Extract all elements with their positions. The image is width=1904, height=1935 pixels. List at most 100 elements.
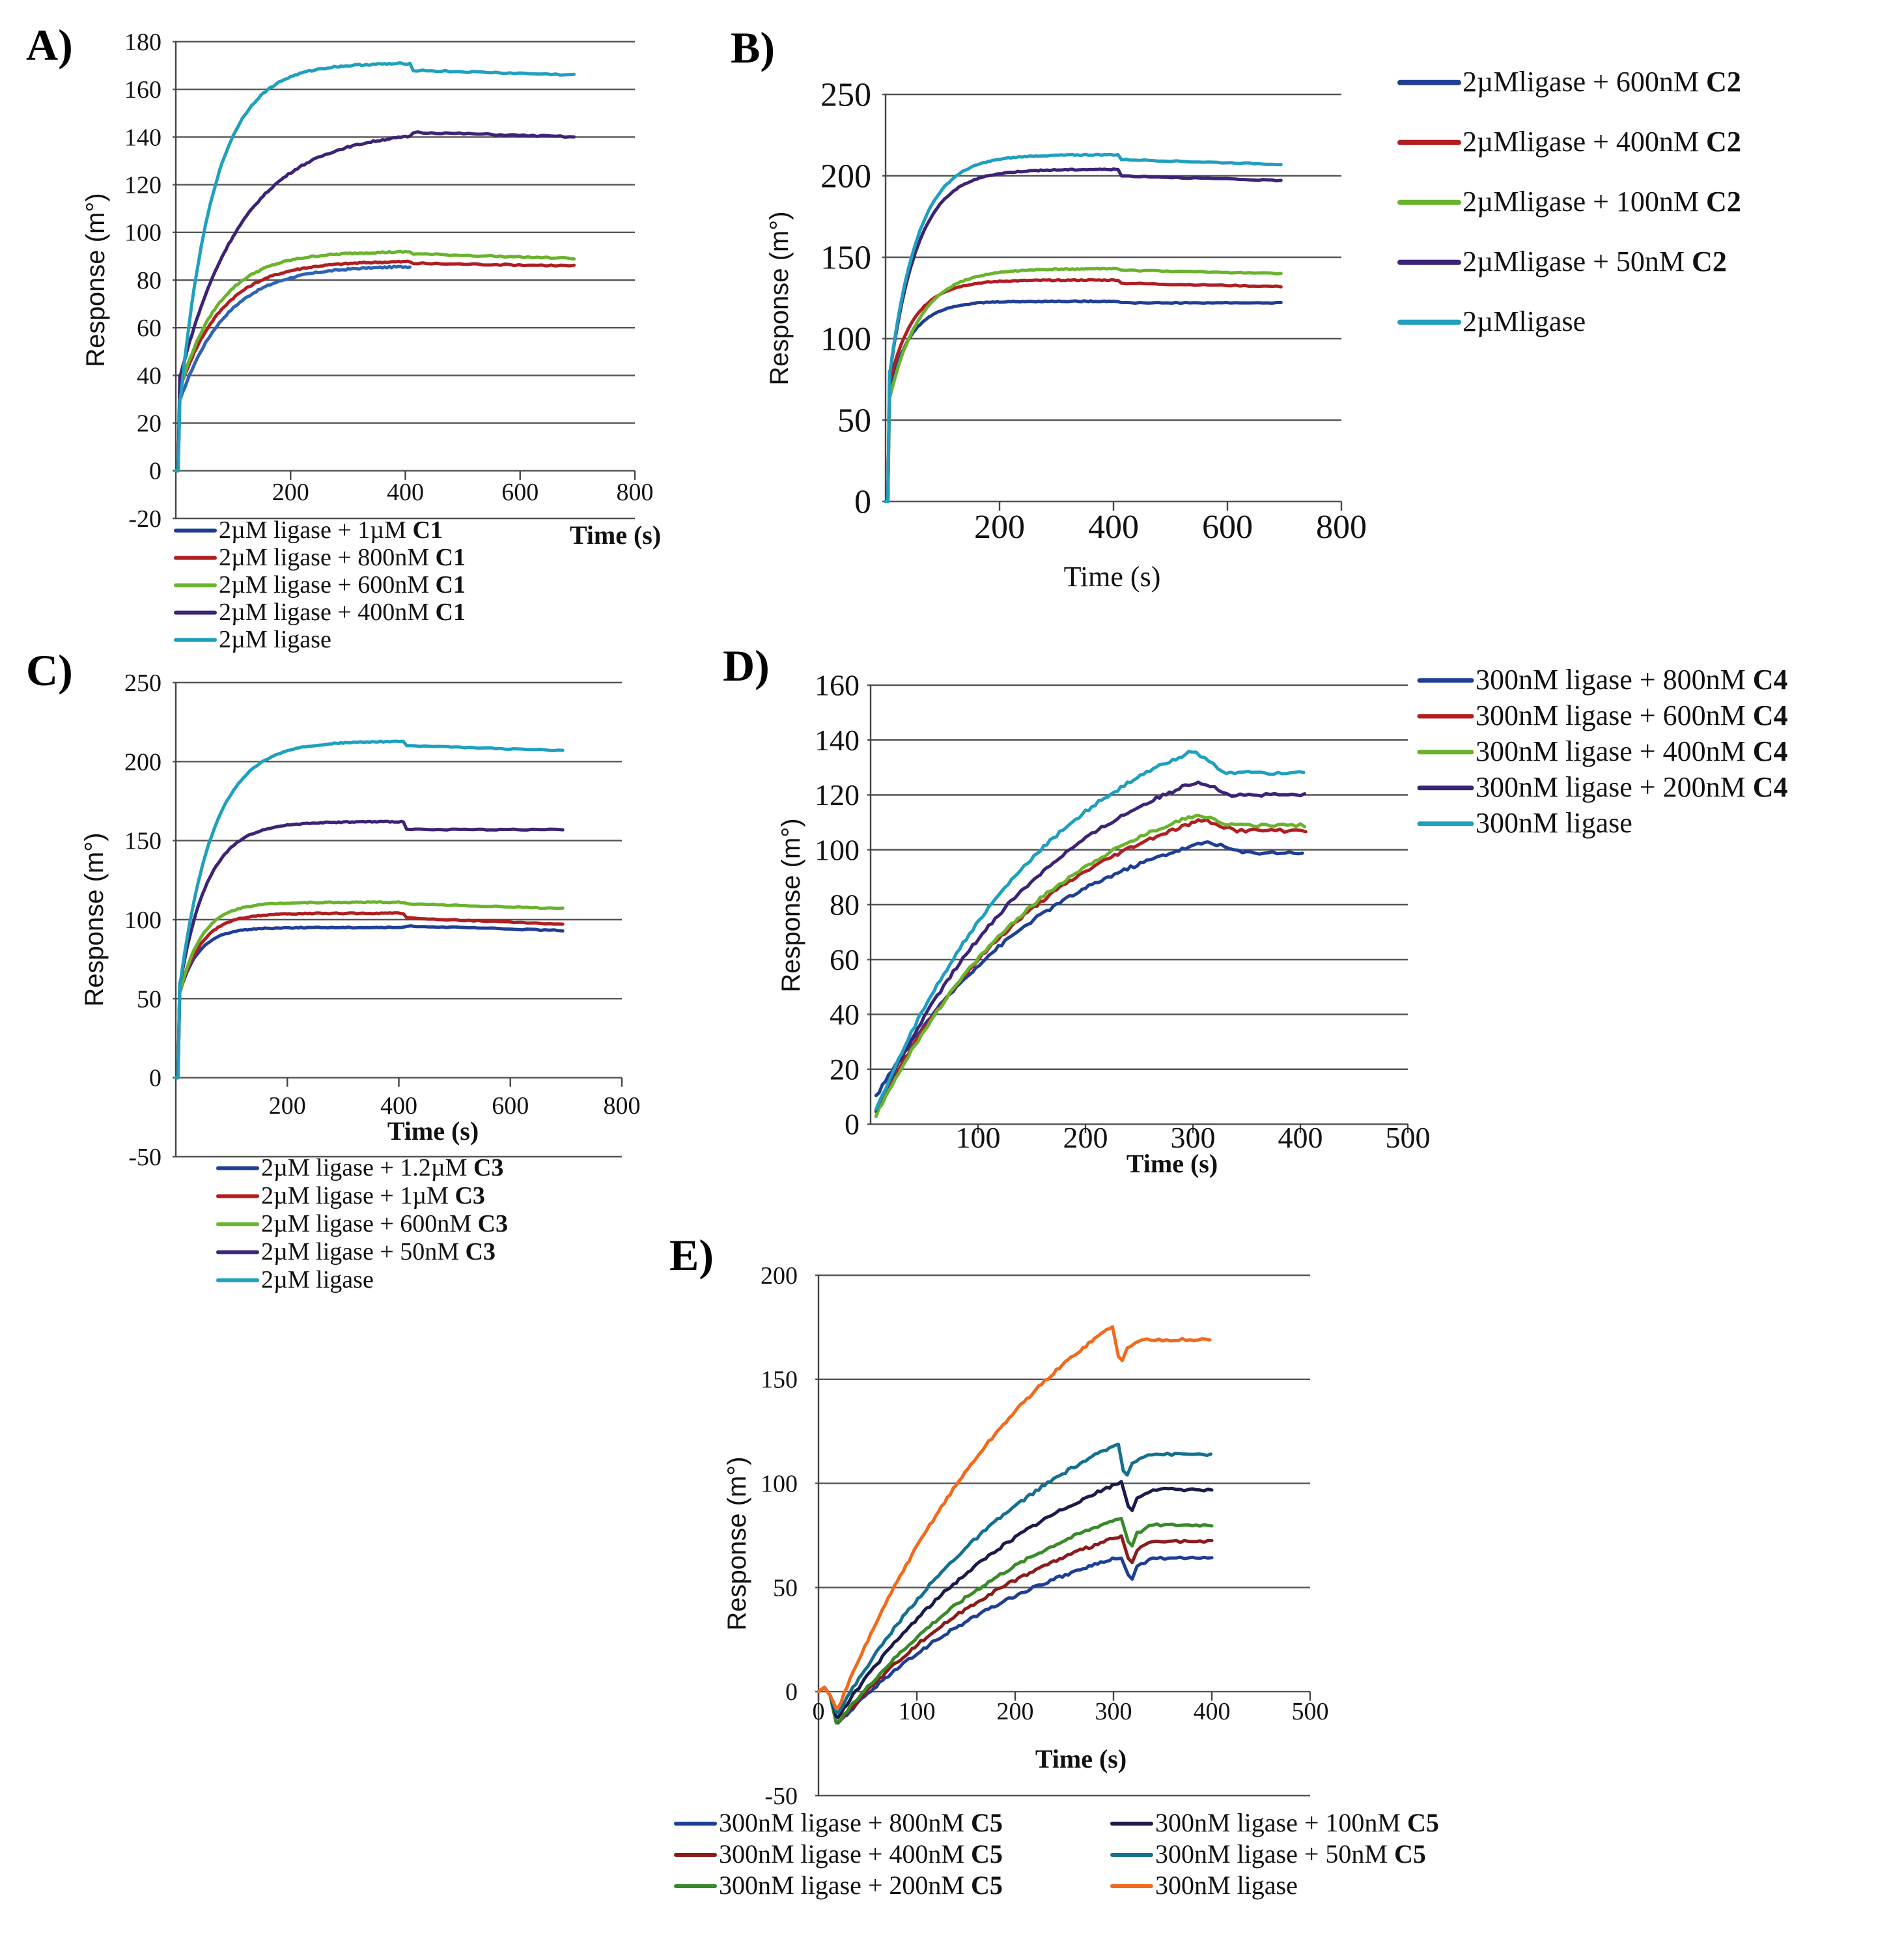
y-tick-label: 150 (761, 1366, 798, 1394)
legend-compound: C5 (971, 1808, 1003, 1837)
x-tick-label: 200 (997, 1698, 1034, 1725)
legend-compound: C4 (1753, 664, 1788, 696)
y-tick-label: 200 (124, 748, 161, 776)
y-tick-label: 250 (124, 670, 161, 697)
series-line (817, 1480, 1214, 1719)
y-tick-label: 0 (854, 484, 871, 521)
legend-item: 300nM ligase + 100nM C5 (1110, 1808, 1439, 1837)
series-line (174, 924, 565, 1080)
y-tick-label: 50 (837, 403, 871, 440)
y-tick-label: 40 (137, 362, 161, 389)
panel-b: B) 0 50 100 150 200 250 200 400 600 800 Time (s) Res… (731, 23, 1741, 593)
y-tick-label: 100 (124, 907, 161, 934)
legend-item: 2µM ligase + 600nM C1 (174, 571, 466, 599)
legend-compound: C5 (1394, 1839, 1426, 1869)
legend-item: 2µM ligase + 1.2µM C3 (216, 1154, 503, 1181)
x-tick-label: 400 (1194, 1698, 1231, 1725)
legend-label: 300nM ligase (1155, 1871, 1298, 1900)
x-axis-label: Time (s) (1064, 561, 1161, 593)
legend-label: 300nM ligase + 600nM C4 (1476, 699, 1787, 731)
legend-compound: C3 (478, 1210, 508, 1237)
x-tick-label: 200 (269, 1092, 306, 1120)
legend-compound: C2 (1692, 246, 1727, 277)
legend-item: 300nM ligase (1417, 807, 1632, 839)
series-line (174, 259, 576, 473)
legend-label-text: 2µM ligase + 50nM (261, 1238, 466, 1265)
y-tick-label: 0 (845, 1108, 860, 1141)
y-axis-label: Response (m°) (777, 818, 805, 992)
legend-label-text: 300nM ligase + 800nM (1476, 664, 1753, 696)
series-line (174, 61, 576, 473)
legend-label: 300nM ligase (1476, 807, 1632, 839)
legend-compound: C3 (455, 1182, 484, 1209)
legend-item: 300nM ligase (1110, 1871, 1298, 1900)
x-tick-label: 600 (1202, 509, 1253, 546)
legend-item: 2µM ligase + 1µM C1 (174, 516, 443, 544)
y-tick-label: 100 (815, 833, 860, 866)
x-axis-label: Time (s) (387, 1116, 479, 1146)
y-tick-label: 150 (820, 240, 871, 277)
x-tick-label: 400 (1278, 1121, 1323, 1154)
legend-label: 300nM ligase + 50nM C5 (1155, 1839, 1426, 1869)
legend-item: 2µM ligase + 600nM C3 (216, 1210, 508, 1237)
series-line (817, 1555, 1214, 1725)
legend-compound: C4 (1753, 699, 1788, 731)
series-line (817, 1516, 1214, 1725)
legend-label: 2µM ligase + 1µM C1 (219, 516, 443, 544)
y-tick-label: 200 (820, 158, 871, 195)
legend-label-text: 300nM ligase + 400nM (719, 1839, 971, 1869)
legend-label: 2µM ligase (261, 1266, 374, 1293)
y-tick-label: 60 (830, 943, 860, 976)
legend-label-text: 2µM ligase + 600nM (219, 571, 436, 599)
legend-item: 300nM ligase + 600nM C4 (1417, 699, 1787, 731)
x-tick-label: 200 (974, 509, 1025, 546)
legend-compound: C1 (412, 516, 442, 544)
legend-label-text: 2µMligase + 50nM (1463, 246, 1692, 277)
y-tick-label: 40 (830, 998, 860, 1031)
series-line (174, 819, 565, 1080)
panel-label: A) (26, 20, 73, 70)
legend-label-text: 300nM ligase (1155, 1871, 1298, 1900)
series-line (817, 1534, 1214, 1725)
legend-compound: C1 (436, 599, 466, 626)
y-tick-label: 100 (820, 321, 871, 358)
legend-item: 300nM ligase + 800nM C5 (674, 1808, 1003, 1837)
legend-label-text: 300nM ligase (1476, 807, 1632, 839)
y-tick-label: 50 (137, 985, 161, 1013)
legend-compound: C3 (466, 1238, 496, 1265)
legend-label: 300nM ligase + 100nM C5 (1155, 1808, 1439, 1837)
legend-compound: C5 (1407, 1808, 1439, 1837)
legend-label-text: 2µM ligase + 800nM (219, 544, 436, 571)
y-tick-label: 200 (761, 1262, 798, 1290)
legend-label: 2µMligase + 100nM C2 (1463, 186, 1741, 218)
legend-label-text: 2µMligase + 400nM (1463, 126, 1706, 158)
legend-item: 2µM ligase (174, 626, 331, 653)
legend-item: 2µMligase + 50nM C2 (1397, 246, 1727, 277)
legend-item: 2µMligase + 400nM C2 (1397, 126, 1741, 158)
y-tick-label: 250 (820, 77, 871, 114)
x-tick-label: 200 (272, 479, 309, 506)
series-line (174, 911, 565, 1080)
legend-label: 2µM ligase + 800nM C1 (219, 544, 466, 571)
legend-item: 300nM ligase + 200nM C4 (1417, 771, 1787, 803)
legend-label: 2µM ligase (219, 626, 331, 653)
legend-label: 2µMligase + 50nM C2 (1463, 246, 1727, 277)
x-tick-label: 500 (1386, 1121, 1431, 1154)
legend-label: 2µM ligase + 50nM C3 (261, 1238, 496, 1265)
legend-label-text: 2µM ligase + 600nM (261, 1210, 478, 1237)
y-tick-label: 0 (149, 458, 161, 485)
x-tick-label: 600 (501, 479, 539, 506)
x-tick-label: 300 (1171, 1121, 1216, 1154)
y-tick-label: 60 (137, 315, 161, 342)
y-tick-label: -20 (128, 505, 161, 533)
x-tick-label: 800 (617, 479, 654, 506)
legend-label: 300nM ligase + 800nM C5 (719, 1808, 1003, 1837)
y-tick-label: 160 (124, 76, 161, 104)
y-tick-label: 20 (830, 1052, 860, 1086)
series-line (884, 266, 1283, 503)
x-tick-label: 600 (492, 1092, 529, 1120)
panel-label: E) (669, 1230, 714, 1280)
y-tick-label: 80 (137, 267, 161, 294)
legend-label-text: 2µM ligase + 1µM (219, 516, 412, 544)
legend-label-text: 300nM ligase + 600nM (1476, 699, 1753, 731)
